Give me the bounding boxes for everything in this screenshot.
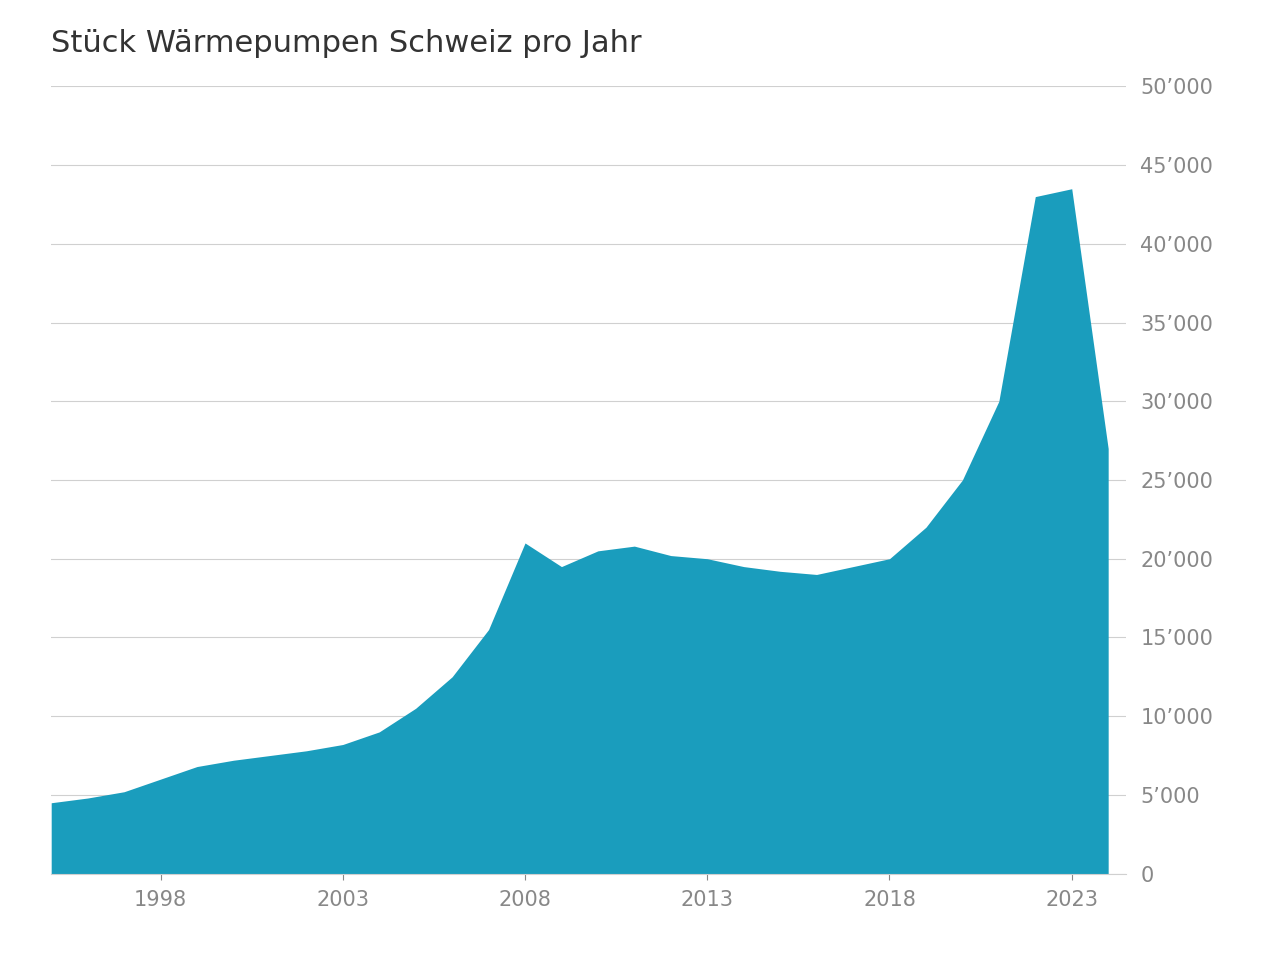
Text: Stück Wärmepumpen Schweiz pro Jahr: Stück Wärmepumpen Schweiz pro Jahr — [51, 29, 641, 58]
